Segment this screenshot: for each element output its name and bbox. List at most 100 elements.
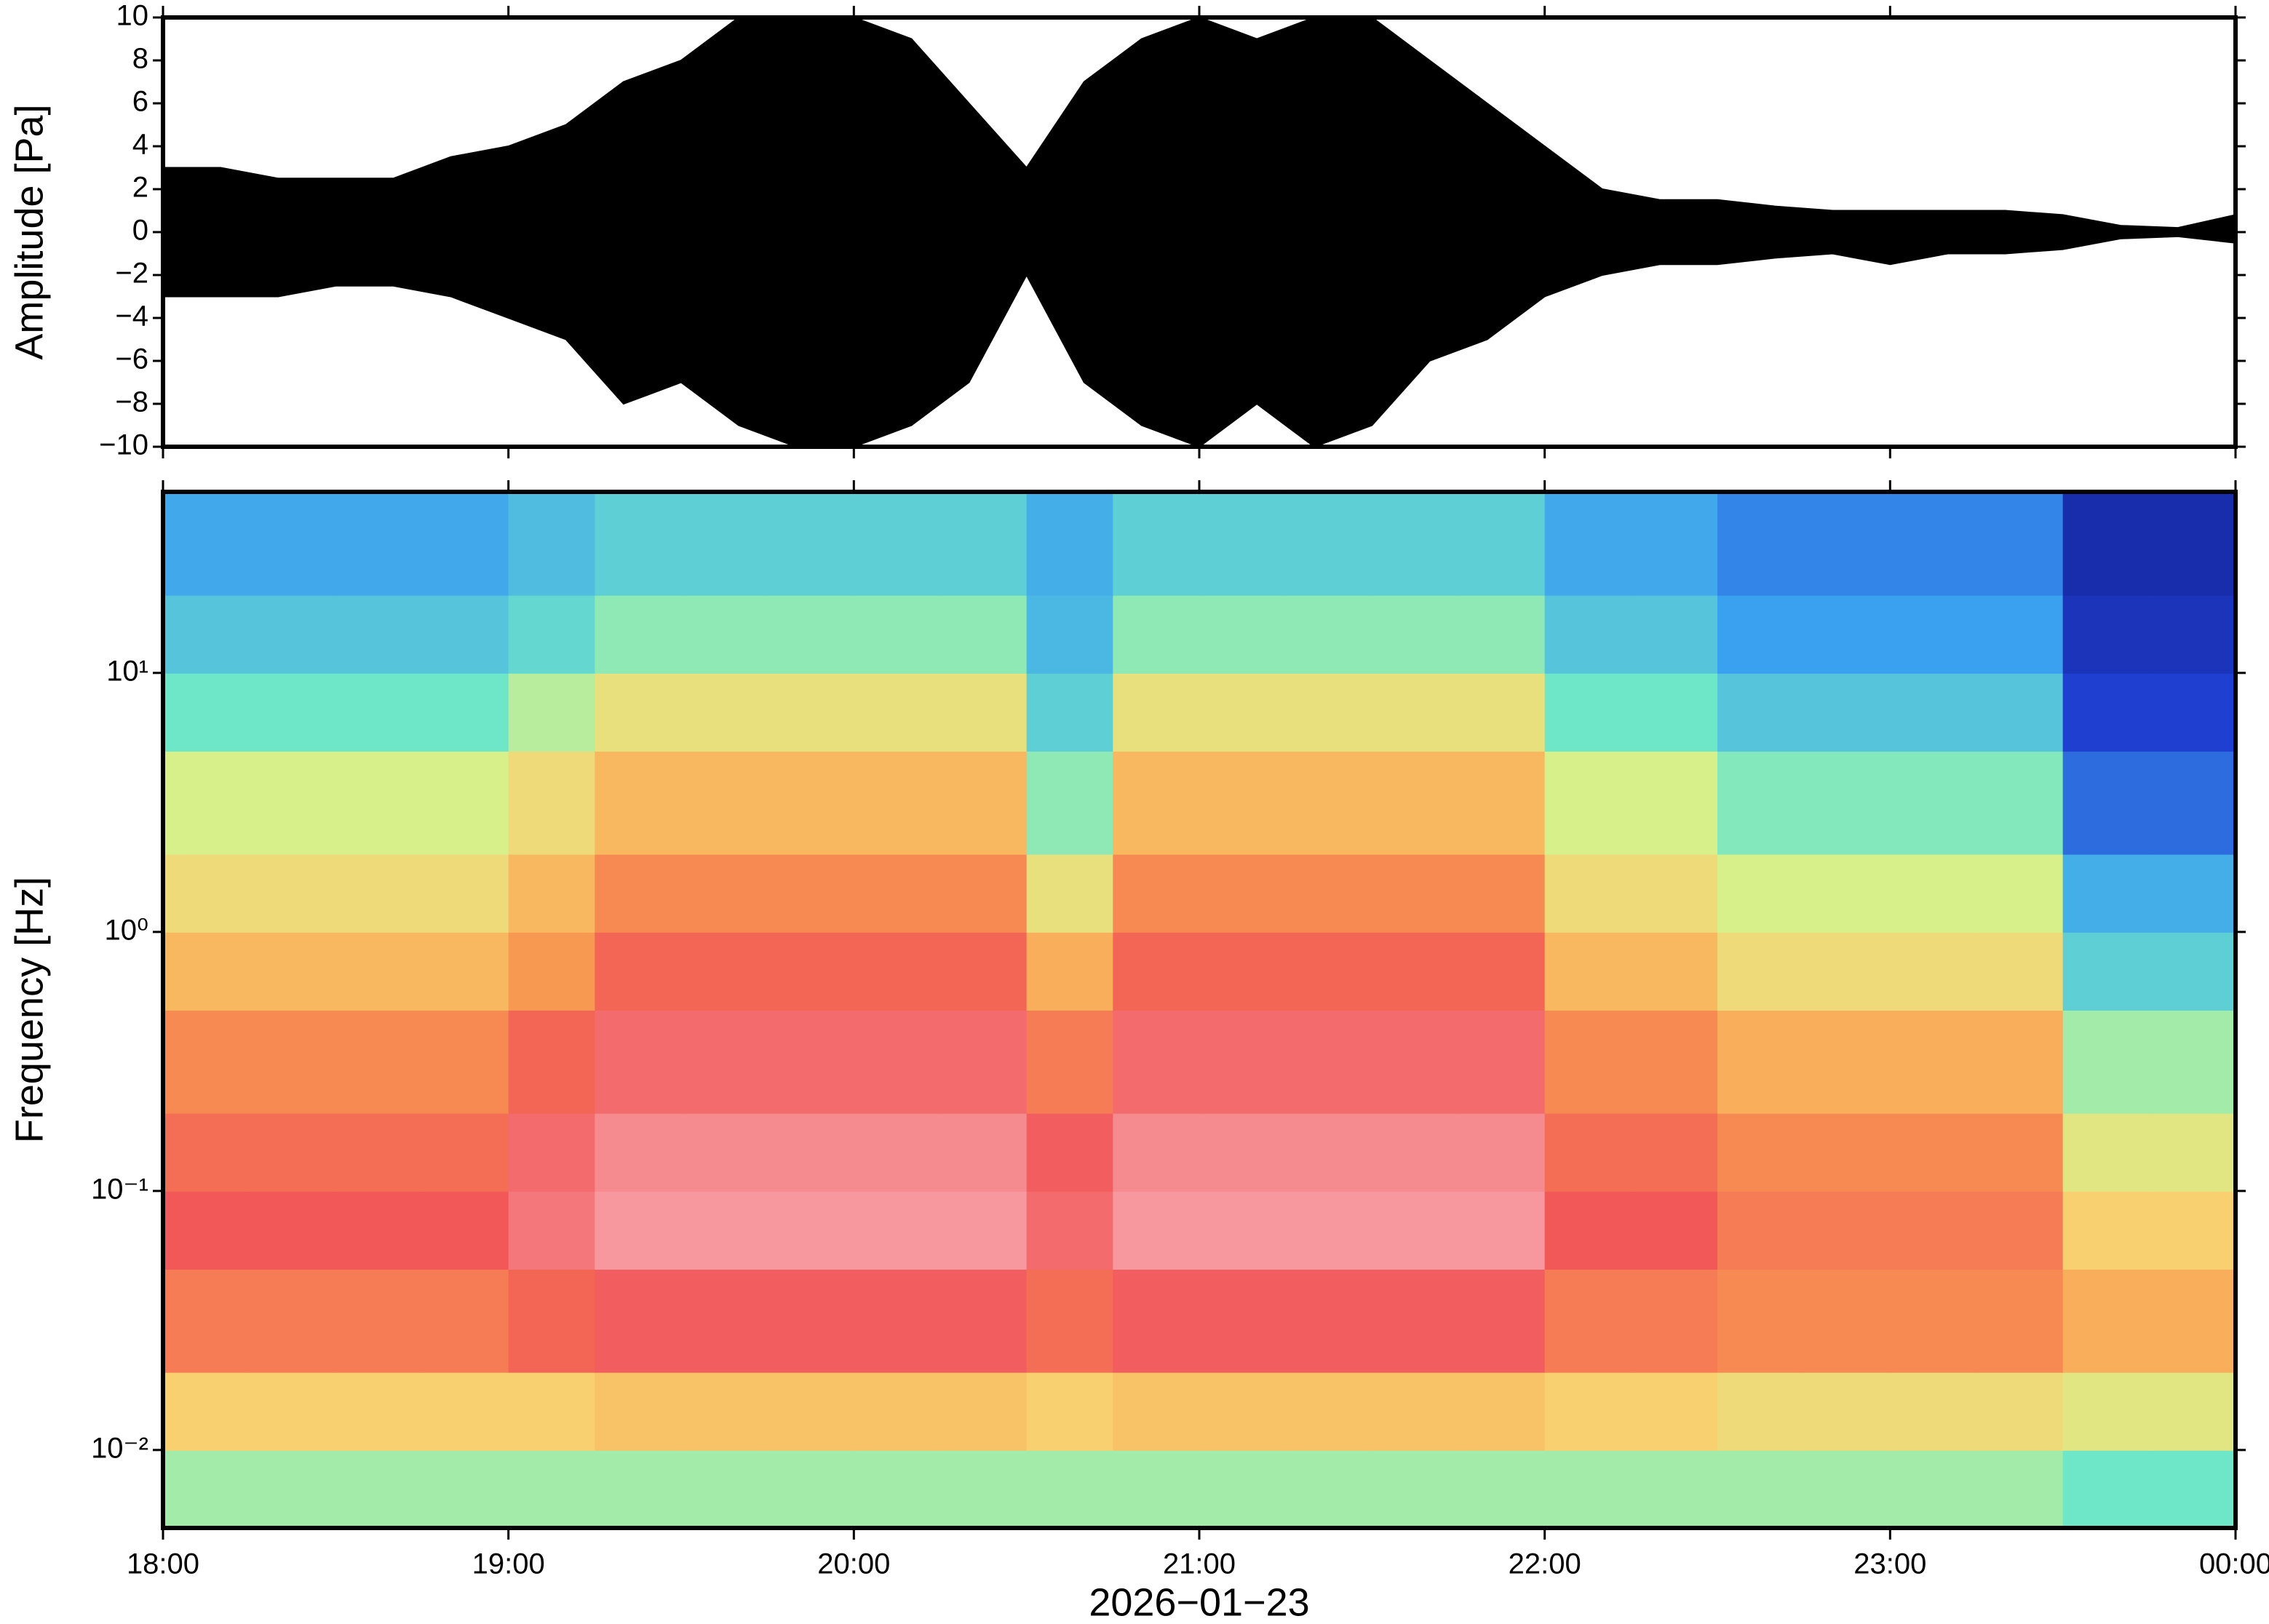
spectrogram-cell bbox=[1890, 1269, 1977, 1373]
spectrogram-cell bbox=[335, 1372, 423, 1451]
spectrogram-cell bbox=[1717, 853, 1805, 933]
spectrogram-cell bbox=[249, 1269, 337, 1373]
spectrogram-cell bbox=[1199, 672, 1287, 752]
spectrogram-cell bbox=[335, 1010, 423, 1114]
y-tick-label: 2 bbox=[132, 172, 148, 204]
spectrogram-cell bbox=[767, 1190, 855, 1270]
spectrogram-cell bbox=[681, 931, 768, 1011]
x-axis-title: 2026−01−23 bbox=[1089, 1580, 1309, 1624]
spectrogram-cell bbox=[335, 1190, 423, 1270]
y-tick-label: −2 bbox=[115, 258, 148, 290]
spectrogram-cell bbox=[249, 1010, 337, 1114]
spectrogram-cell bbox=[1717, 1112, 1805, 1192]
spectrogram-cell bbox=[163, 1269, 250, 1373]
spectrogram-cell bbox=[1458, 1190, 1546, 1270]
spectrogram-cell bbox=[1717, 1449, 1805, 1529]
spectrogram-cell bbox=[1631, 751, 1718, 855]
spectrogram-cell bbox=[1199, 1010, 1287, 1114]
spectrogram-cell bbox=[1458, 672, 1546, 752]
spectrogram-cell bbox=[335, 1449, 423, 1529]
spectrogram-cell bbox=[1026, 1449, 1114, 1529]
spectrogram-cell bbox=[1631, 1269, 1718, 1373]
spectrogram-cell bbox=[1890, 1010, 1977, 1114]
spectrogram-cell bbox=[854, 492, 941, 596]
spectrogram-cell bbox=[940, 1269, 1028, 1373]
spectrogram-cell bbox=[163, 751, 250, 855]
spectrogram-cell bbox=[422, 1190, 509, 1270]
spectrogram-cell bbox=[335, 492, 423, 596]
spectrogram-cell bbox=[1890, 1449, 1977, 1529]
spectrogram-cell bbox=[2149, 1010, 2236, 1114]
spectrogram-cell bbox=[854, 1269, 941, 1373]
spectrogram-cell bbox=[1717, 1190, 1805, 1270]
spectrogram-cell bbox=[422, 931, 509, 1011]
spectrogram-cell bbox=[595, 1449, 682, 1529]
spectrogram-cell bbox=[1976, 931, 2064, 1011]
spectrogram-cell bbox=[422, 1010, 509, 1114]
spectrogram-cell bbox=[1372, 853, 1459, 933]
y-tick-label: −4 bbox=[115, 300, 148, 333]
spectrogram-cell bbox=[681, 672, 768, 752]
spectrogram-cell bbox=[1803, 751, 1891, 855]
spectrogram-cell bbox=[1026, 594, 1114, 674]
spectrogram-cell bbox=[1890, 594, 1977, 674]
spectrogram-cell bbox=[1199, 751, 1287, 855]
spectrogram-cell bbox=[940, 751, 1028, 855]
spectrogram-cell bbox=[1717, 1010, 1805, 1114]
spectrogram-cell bbox=[1544, 1112, 1632, 1192]
spectrogram-cell bbox=[2062, 1190, 2150, 1270]
spectrogram-cell bbox=[1458, 1112, 1546, 1192]
spectrogram-cell bbox=[1803, 672, 1891, 752]
x-tick-label: 21:00 bbox=[1163, 1548, 1236, 1580]
spectrogram-cell bbox=[1976, 751, 2064, 855]
spectrogram-cell bbox=[1372, 492, 1459, 596]
spectrogram-cell bbox=[1285, 1449, 1373, 1529]
spectrogram-cell bbox=[1285, 672, 1373, 752]
x-tick-label: 00:00 bbox=[2199, 1548, 2269, 1580]
spectrogram-cell bbox=[595, 751, 682, 855]
waveform-envelope bbox=[162, 231, 2236, 448]
spectrogram-cell bbox=[335, 672, 423, 752]
spectrogram-cell bbox=[2062, 853, 2150, 933]
spectrogram-cell bbox=[1026, 751, 1114, 855]
spectrogram-cell bbox=[422, 853, 509, 933]
spectrogram-cell bbox=[681, 1372, 768, 1451]
spectrogram-cell bbox=[1544, 751, 1632, 855]
y-axis-title: Frequency [Hz] bbox=[7, 877, 51, 1143]
y-tick-label: 0 bbox=[132, 215, 148, 247]
spectrogram-cell bbox=[1631, 1112, 1718, 1192]
spectrogram-cell bbox=[2062, 492, 2150, 596]
spectrogram-cell bbox=[595, 853, 682, 933]
spectrogram-cell bbox=[2149, 853, 2236, 933]
spectrogram-cell bbox=[1976, 1269, 2064, 1373]
spectrogram-cell bbox=[854, 672, 941, 752]
spectrogram-cell bbox=[1890, 1372, 1977, 1451]
spectrogram-cell bbox=[508, 853, 596, 933]
spectrogram-cell bbox=[1026, 492, 1114, 596]
spectrogram-cell bbox=[2149, 1269, 2236, 1373]
spectrogram-cell bbox=[2149, 1190, 2236, 1270]
spectrogram-cell bbox=[1199, 1269, 1287, 1373]
y-tick-label: 10⁰ bbox=[104, 914, 148, 946]
spectrogram-cell bbox=[422, 492, 509, 596]
spectrogram-cell bbox=[1285, 1112, 1373, 1192]
y-tick-label: −6 bbox=[115, 343, 148, 375]
spectrogram-cell bbox=[1890, 672, 1977, 752]
spectrogram-cell bbox=[767, 1449, 855, 1529]
spectrogram-cell bbox=[508, 1449, 596, 1529]
spectrogram-cell bbox=[1890, 1190, 1977, 1270]
spectrogram-cell bbox=[249, 1449, 337, 1529]
spectrogram-cell bbox=[767, 931, 855, 1011]
spectrogram-cell bbox=[422, 1112, 509, 1192]
spectrogram-cell bbox=[1285, 492, 1373, 596]
spectrogram-cell bbox=[681, 853, 768, 933]
spectrogram-cell bbox=[422, 1372, 509, 1451]
spectrogram-cell bbox=[163, 1112, 250, 1192]
spectrogram-cell bbox=[1544, 1372, 1632, 1451]
y-tick-label: 4 bbox=[132, 129, 148, 161]
spectrogram-cell bbox=[1372, 594, 1459, 674]
spectrogram-cell bbox=[854, 594, 941, 674]
spectrogram-cell bbox=[1717, 1372, 1805, 1451]
spectrogram-cell bbox=[1372, 1449, 1459, 1529]
spectrogram-cell bbox=[1199, 492, 1287, 596]
